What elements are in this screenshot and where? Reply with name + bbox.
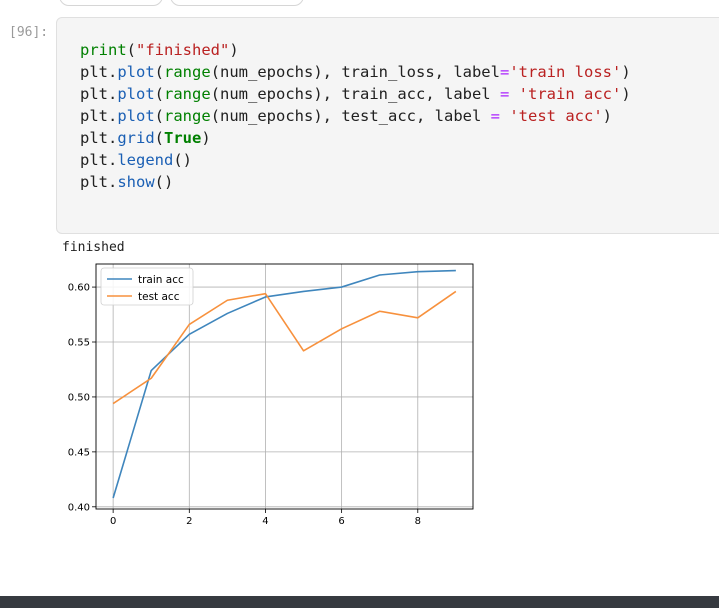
cell-execution-count: [96]: (9, 25, 49, 40)
code-token: range (164, 63, 211, 81)
code-token: ) (229, 41, 239, 59)
code-block[interactable]: print("finished") plt.plot(range(num_epoc… (80, 39, 631, 193)
code-token: True (164, 129, 202, 147)
code-token: ( (154, 85, 165, 103)
code-token: plot (117, 63, 155, 81)
y-tick-label: 0.45 (68, 447, 90, 458)
cell-output-text: finished (62, 240, 125, 255)
code-token: . (108, 173, 118, 191)
x-tick-label: 2 (186, 516, 192, 527)
legend-label-0: train acc (138, 274, 184, 286)
code-token: = (499, 63, 510, 81)
code-line: plt.grid(True) (80, 127, 631, 149)
code-token: range (164, 85, 211, 103)
series-line-1 (112, 290, 457, 405)
y-tick-label: 0.55 (68, 338, 90, 349)
code-token: "finished" (136, 41, 230, 59)
code-token: print (80, 41, 127, 59)
code-token: (num_epochs), train_loss, label (210, 63, 500, 81)
code-token: = (490, 107, 500, 125)
code-token: plt (80, 63, 108, 81)
code-token: ( (154, 129, 165, 147)
plot-frame (95, 263, 474, 510)
code-token: plt (80, 129, 108, 147)
code-line: plt.legend() (80, 149, 631, 171)
code-token: 'test acc' (509, 107, 603, 125)
code-line: plt.show() (80, 171, 631, 193)
code-token: legend (117, 151, 174, 169)
y-tick-label: 0.50 (68, 392, 90, 403)
code-line: plt.plot(range(num_epochs), train_loss, … (80, 61, 631, 83)
code-token: 'train loss' (509, 63, 622, 81)
code-token: ) (621, 85, 631, 103)
code-line: print("finished") (80, 39, 631, 61)
code-token: . (108, 151, 118, 169)
code-token: . (108, 129, 118, 147)
code-token: () (154, 173, 174, 191)
line-chart: 0 2 4 6 8 0.40 0.45 0.50 0.55 0.60 train acc test a… (68, 263, 474, 527)
code-token: ( (154, 63, 165, 81)
x-tick-label: 8 (415, 516, 421, 527)
code-token: plot (117, 107, 155, 125)
code-line: plt.plot(range(num_epochs), train_acc, l… (80, 83, 631, 105)
code-token: . (108, 85, 118, 103)
code-token: (num_epochs), test_acc, label (210, 107, 491, 125)
code-token: (num_epochs), train_acc, label (210, 85, 500, 103)
code-token: show (117, 173, 155, 191)
previous-cell-button-2[interactable] (170, 0, 304, 6)
code-token: ) (602, 107, 613, 125)
code-token (509, 85, 518, 103)
code-cell-editor[interactable]: print("finished") plt.plot(range(num_epoc… (56, 17, 719, 234)
x-tick-label: 0 (110, 516, 116, 527)
legend-label-1: test acc (138, 291, 180, 303)
status-bar (0, 596, 719, 608)
code-token: plot (117, 85, 155, 103)
code-token: ) (201, 129, 211, 147)
code-token: . (108, 63, 118, 81)
code-token (500, 107, 509, 125)
code-token: range (164, 107, 211, 125)
x-tick-label: 6 (338, 516, 344, 527)
code-token: = (499, 85, 510, 103)
y-tick-label: 0.40 (68, 502, 90, 513)
code-token: () (173, 151, 193, 169)
code-token: plt (80, 173, 108, 191)
code-token: grid (117, 129, 155, 147)
code-token: plt (80, 85, 108, 103)
code-token: ( (126, 41, 137, 59)
x-tick-label: 4 (262, 516, 268, 527)
code-token: plt (80, 151, 108, 169)
code-token: 'train acc' (518, 85, 622, 103)
code-token: ( (154, 107, 165, 125)
code-token: . (108, 107, 118, 125)
y-tick-label: 0.60 (68, 283, 90, 294)
previous-cell-button-1[interactable] (59, 0, 163, 6)
code-token: ) (621, 63, 631, 81)
code-token: plt (80, 107, 108, 125)
code-line: plt.plot(range(num_epochs), test_acc, la… (80, 105, 631, 127)
